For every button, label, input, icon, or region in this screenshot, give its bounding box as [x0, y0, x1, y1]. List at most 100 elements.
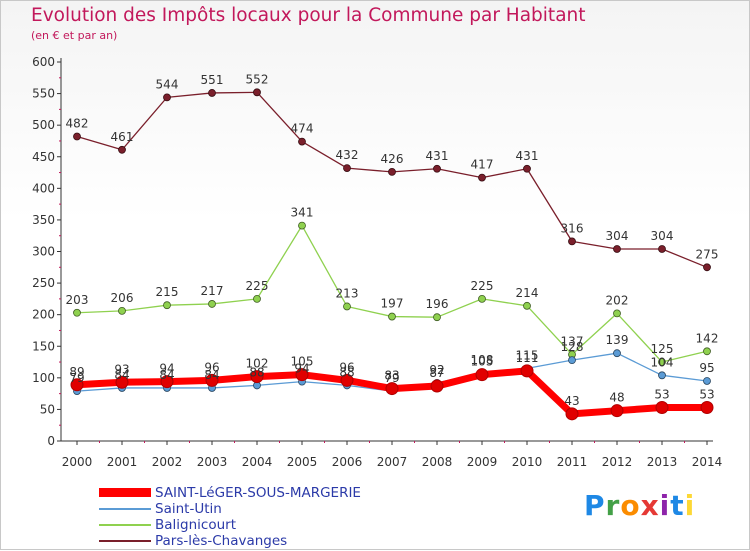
data-label-pars-l-s-chavanges: 275 [696, 247, 719, 261]
data-point-balignicourt [253, 294, 261, 303]
data-point-saint-l-ger-sous-margerie [385, 382, 399, 396]
logo-letter: x [640, 489, 660, 522]
data-label-balignicourt: 217 [201, 284, 224, 298]
data-point-pars-l-s-chavanges [478, 173, 486, 182]
x-tick-label: 2011 [557, 455, 588, 469]
x-tick-label: 2012 [602, 455, 633, 469]
data-point-saint-l-ger-sous-margerie [250, 370, 264, 384]
data-label-balignicourt: 206 [111, 291, 134, 305]
x-tick-label: 2003 [197, 455, 228, 469]
chart-title: Evolution des Impôts locaux pour la Comm… [31, 5, 586, 26]
data-label-balignicourt: 196 [426, 297, 449, 311]
data-point-pars-l-s-chavanges [433, 164, 441, 173]
legend-label: Saint-Utin [155, 501, 222, 517]
data-point-balignicourt [433, 313, 441, 322]
data-label-pars-l-s-chavanges: 474 [291, 122, 314, 136]
data-label-saint-utin: 84 [114, 368, 129, 382]
data-point-balignicourt [118, 306, 126, 315]
proxiti-logo: Proxiti [584, 489, 695, 522]
legend-swatch [99, 540, 151, 542]
data-point-pars-l-s-chavanges [163, 93, 171, 102]
y-tick-label: 200 [32, 308, 55, 322]
data-point-saint-utin [568, 356, 576, 365]
data-label-balignicourt: 125 [651, 342, 674, 356]
data-label-balignicourt: 225 [246, 279, 269, 293]
data-label-pars-l-s-chavanges: 431 [426, 149, 449, 163]
x-tick-label: 2007 [377, 455, 408, 469]
logo-letter: P [584, 489, 606, 522]
data-label-saint-utin: 128 [561, 340, 584, 354]
data-label-pars-l-s-chavanges: 482 [66, 117, 89, 131]
data-point-balignicourt [163, 301, 171, 310]
x-tick-label: 2005 [287, 455, 318, 469]
data-point-balignicourt [703, 347, 711, 356]
data-label-pars-l-s-chavanges: 552 [246, 72, 269, 86]
data-label-saint-l-ger-sous-margerie: 83 [384, 369, 399, 383]
data-label-balignicourt: 202 [606, 293, 629, 307]
data-label-balignicourt: 197 [381, 297, 404, 311]
data-label-saint-utin: 84 [159, 368, 174, 382]
series-layer [70, 88, 714, 421]
data-point-balignicourt [208, 300, 216, 308]
x-tick-label: 2013 [647, 455, 678, 469]
data-label-saint-utin: 92 [429, 363, 444, 377]
data-point-saint-l-ger-sous-margerie [205, 373, 219, 387]
data-point-saint-l-ger-sous-margerie [610, 404, 624, 418]
data-point-pars-l-s-chavanges [388, 168, 396, 176]
data-point-saint-l-ger-sous-margerie [115, 375, 129, 389]
y-tick-label: 450 [32, 150, 55, 164]
data-point-saint-l-ger-sous-margerie [160, 375, 174, 389]
data-label-saint-l-ger-sous-margerie: 94 [159, 362, 174, 376]
axes: 0 50 100 150 200 250 300 350 400 450 500 550 600 2000… [32, 55, 722, 469]
x-tick-label: 2006 [332, 455, 363, 469]
y-tick-label: 550 [32, 87, 55, 101]
data-point-balignicourt [658, 358, 666, 366]
data-label-saint-utin: 94 [294, 362, 309, 376]
y-tick-label: 0 [47, 434, 55, 448]
logo-letter: i [659, 489, 671, 522]
data-point-balignicourt [73, 308, 81, 317]
data-point-pars-l-s-chavanges [568, 237, 576, 246]
y-tick-label: 250 [32, 276, 55, 290]
y-tick-label: 50 [40, 402, 55, 416]
data-label-balignicourt: 137 [561, 334, 584, 348]
data-point-saint-l-ger-sous-margerie [700, 401, 714, 415]
data-label-saint-utin: 108 [471, 353, 494, 367]
data-label-saint-l-ger-sous-margerie: 89 [69, 365, 84, 379]
data-label-saint-utin: 139 [606, 333, 629, 347]
data-point-pars-l-s-chavanges [73, 132, 81, 141]
data-point-saint-l-ger-sous-margerie [475, 368, 489, 382]
data-label-balignicourt: 214 [516, 286, 539, 300]
data-point-balignicourt [478, 294, 486, 303]
data-label-balignicourt: 215 [156, 285, 179, 299]
data-point-pars-l-s-chavanges [613, 245, 621, 253]
data-point-pars-l-s-chavanges [253, 88, 261, 97]
y-tick-label: 300 [32, 245, 55, 259]
data-label-saint-l-ger-sous-margerie: 111 [516, 351, 539, 365]
x-tick-label: 2014 [692, 455, 723, 469]
data-label-balignicourt: 225 [471, 279, 494, 293]
data-label-pars-l-s-chavanges: 551 [201, 73, 224, 87]
data-point-pars-l-s-chavanges [658, 245, 666, 253]
data-label-saint-l-ger-sous-margerie: 96 [204, 360, 219, 374]
data-point-saint-l-ger-sous-margerie [70, 378, 84, 392]
legend-label: Pars-lès-Chavanges [155, 533, 288, 549]
x-tick-label: 2008 [422, 455, 453, 469]
data-label-pars-l-s-chavanges: 426 [381, 152, 404, 166]
data-label-pars-l-s-chavanges: 461 [111, 130, 134, 144]
data-label-saint-utin: 79 [384, 371, 399, 385]
logo-letter: i [684, 489, 696, 522]
data-point-balignicourt [298, 221, 306, 230]
data-label-saint-l-ger-sous-margerie: 93 [114, 362, 129, 376]
legend-swatch [99, 524, 151, 526]
x-tick-label: 2004 [242, 455, 273, 469]
x-tick-label: 2001 [107, 455, 138, 469]
logo-letter: r [605, 489, 621, 522]
data-label-pars-l-s-chavanges: 417 [471, 158, 494, 172]
data-label-saint-l-ger-sous-margerie: 105 [291, 355, 314, 369]
data-point-saint-l-ger-sous-margerie [655, 401, 669, 415]
data-label-saint-utin: 88 [339, 365, 354, 379]
data-point-saint-l-ger-sous-margerie [520, 364, 534, 378]
logo-letter: o [620, 489, 641, 522]
data-point-pars-l-s-chavanges [118, 145, 126, 154]
